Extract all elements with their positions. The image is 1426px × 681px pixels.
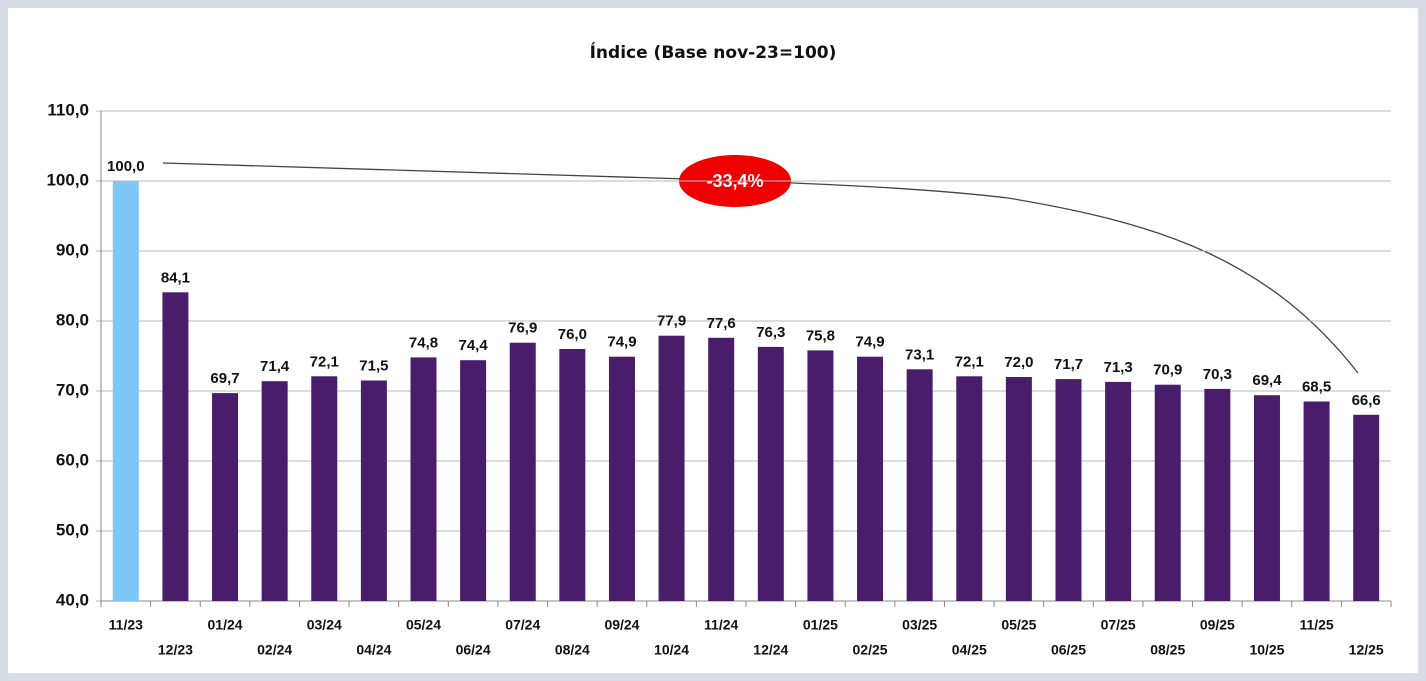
bar (1353, 414, 1380, 601)
bar (460, 360, 487, 601)
value-label: 69,7 (210, 370, 239, 387)
value-label: 75,8 (806, 327, 835, 344)
bar (1253, 395, 1280, 601)
value-label: 66,6 (1352, 392, 1381, 409)
x-tick-label: 07/24 (505, 617, 540, 633)
bar (658, 335, 685, 601)
value-label: 71,7 (1054, 356, 1083, 373)
bar (360, 380, 387, 601)
y-tick-label: 50,0 (56, 520, 89, 539)
value-label: 74,9 (607, 334, 636, 351)
bar (807, 350, 834, 601)
x-tick-label: 06/25 (1051, 642, 1086, 658)
bar (708, 337, 735, 601)
x-tick-label: 11/25 (1299, 617, 1333, 633)
value-label: 76,0 (558, 326, 587, 343)
bar (509, 342, 536, 601)
bar (410, 357, 437, 601)
bar (857, 356, 884, 601)
y-tick-label: 70,0 (56, 380, 89, 399)
bar (608, 356, 635, 601)
value-label: 68,5 (1302, 378, 1331, 395)
value-label: 74,4 (459, 337, 489, 354)
y-tick-label: 40,0 (56, 590, 89, 609)
bar (112, 181, 139, 601)
value-label: 72,0 (1004, 354, 1033, 371)
y-tick-label: 80,0 (56, 310, 89, 329)
bar (559, 349, 586, 601)
value-label: 70,9 (1153, 362, 1182, 379)
bar (906, 369, 933, 601)
bar (1105, 381, 1132, 601)
value-label: 71,4 (260, 358, 290, 375)
x-tick-label: 12/23 (158, 642, 193, 658)
value-label: 84,1 (161, 269, 190, 286)
x-tick-label: 06/24 (456, 642, 491, 658)
x-tick-label: 11/24 (704, 617, 738, 633)
x-tick-label: 01/25 (803, 617, 838, 633)
value-label: 76,3 (756, 324, 785, 341)
chart: Índice (Base nov-23=100) -33,4% 40,050,0… (8, 8, 1418, 673)
x-tick-label: 08/24 (555, 642, 590, 658)
bar (162, 292, 189, 601)
bar (1204, 388, 1231, 601)
chart-title: Índice (Base nov-23=100) (590, 41, 837, 63)
value-label: 71,3 (1104, 359, 1133, 376)
x-tick-label: 03/24 (307, 617, 342, 633)
x-tick-label: 12/24 (753, 642, 788, 658)
value-label: 74,9 (855, 334, 884, 351)
x-tick-label: 09/24 (604, 617, 639, 633)
x-tick-label: 04/24 (356, 642, 391, 658)
bar (1303, 401, 1330, 601)
x-tick-label: 01/24 (208, 617, 243, 633)
x-tick-label: 07/25 (1101, 617, 1136, 633)
x-tick-label: 08/25 (1150, 642, 1185, 658)
value-label: 77,6 (707, 315, 736, 332)
value-label: 74,8 (409, 334, 438, 351)
x-tick-label: 10/25 (1249, 642, 1284, 658)
value-label: 76,9 (508, 320, 537, 337)
y-tick-label: 110,0 (47, 100, 89, 119)
value-label: 71,5 (359, 357, 388, 374)
x-tick-label: 03/25 (902, 617, 937, 633)
bar (1055, 379, 1082, 601)
x-tick-label: 02/25 (853, 642, 888, 658)
x-tick-label: 10/24 (654, 642, 689, 658)
value-label: 72,1 (955, 353, 984, 370)
x-tick-label: 05/25 (1001, 617, 1036, 633)
x-tick-label: 11/23 (109, 617, 143, 633)
value-label: 69,4 (1252, 372, 1282, 389)
x-tick-label: 09/25 (1200, 617, 1235, 633)
bar (311, 376, 338, 601)
y-tick-label: 60,0 (56, 450, 89, 469)
bar (757, 346, 784, 601)
x-tick-label: 05/24 (406, 617, 441, 633)
x-tick-label: 02/24 (257, 642, 292, 658)
y-tick-label: 90,0 (56, 240, 89, 259)
value-label: 77,9 (657, 313, 686, 330)
bar (212, 393, 239, 601)
value-label: 70,3 (1203, 366, 1232, 383)
y-tick-label: 100,0 (46, 170, 89, 189)
value-label: 73,1 (905, 346, 934, 363)
value-label: 72,1 (310, 353, 339, 370)
bar (261, 381, 288, 601)
bar (956, 376, 983, 601)
x-tick-label: 12/25 (1349, 642, 1384, 658)
bar (1005, 377, 1032, 601)
x-tick-label: 04/25 (952, 642, 987, 658)
value-label: 100,0 (107, 158, 145, 175)
bar (1154, 384, 1181, 601)
